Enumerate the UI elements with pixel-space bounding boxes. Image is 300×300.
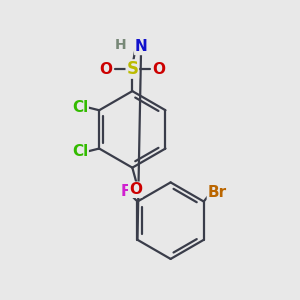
Text: Cl: Cl: [72, 144, 88, 159]
Text: O: O: [129, 182, 142, 197]
Text: S: S: [126, 60, 138, 78]
Text: Cl: Cl: [72, 100, 88, 115]
Text: N: N: [135, 39, 148, 54]
Text: F: F: [121, 184, 131, 199]
Text: O: O: [99, 61, 112, 76]
Text: O: O: [152, 61, 165, 76]
Text: Br: Br: [207, 185, 226, 200]
Text: H: H: [115, 38, 126, 52]
